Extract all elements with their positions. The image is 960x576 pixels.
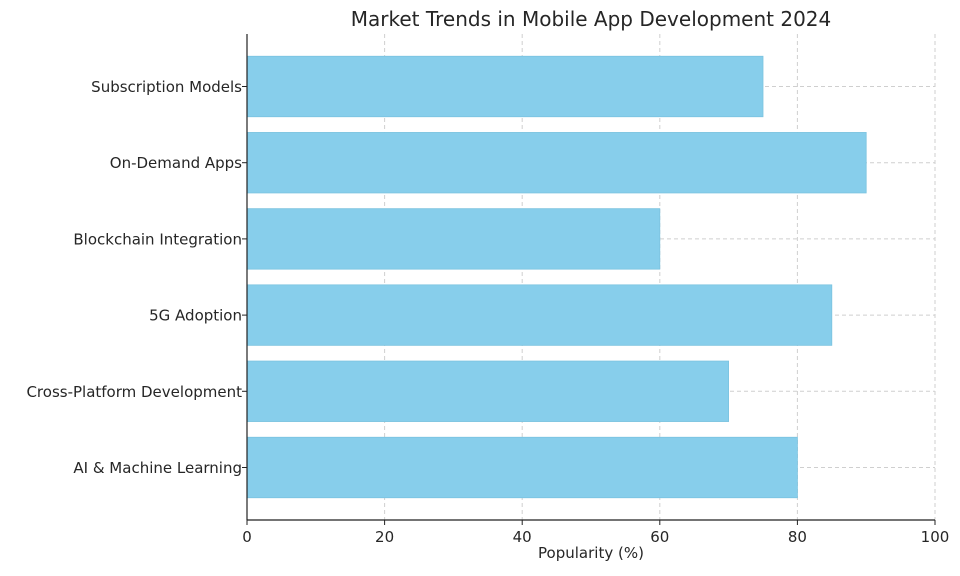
y-tick-label-on-demand-apps: On-Demand Apps <box>110 154 242 172</box>
x-tick-label: 60 <box>650 528 669 546</box>
x-tick-label: 40 <box>513 528 532 546</box>
bar-ai-machine-learning <box>246 436 798 499</box>
chart-title: Market Trends in Mobile App Development … <box>351 7 832 31</box>
axes <box>246 34 935 521</box>
y-tick-label-cross-platform-development: Cross-Platform Development <box>26 383 242 401</box>
x-tick-label: 80 <box>788 528 807 546</box>
bars <box>246 55 867 499</box>
x-tick-label: 20 <box>375 528 394 546</box>
y-tick-label-blockchain-integration: Blockchain Integration <box>73 230 242 248</box>
x-axis-label: Popularity (%) <box>538 544 644 562</box>
x-tick-label: 100 <box>921 528 950 546</box>
bar-subscription-models <box>246 55 764 118</box>
y-tick-labels: AI & Machine Learning Cross-Platform Deve… <box>26 78 247 477</box>
bar-5g-adoption <box>246 284 833 346</box>
x-tick-labels: 0 20 40 60 80 100 <box>242 520 949 546</box>
y-tick-label-5g-adoption: 5G Adoption <box>149 307 242 325</box>
x-tick-label: 0 <box>242 528 252 546</box>
y-tick-label-subscription-models: Subscription Models <box>91 78 242 96</box>
bar-blockchain-integration <box>246 208 661 270</box>
bar-on-demand-apps <box>246 132 867 194</box>
bar-cross-platform-development <box>246 360 730 422</box>
y-tick-label-ai-machine-learning: AI & Machine Learning <box>73 459 242 477</box>
